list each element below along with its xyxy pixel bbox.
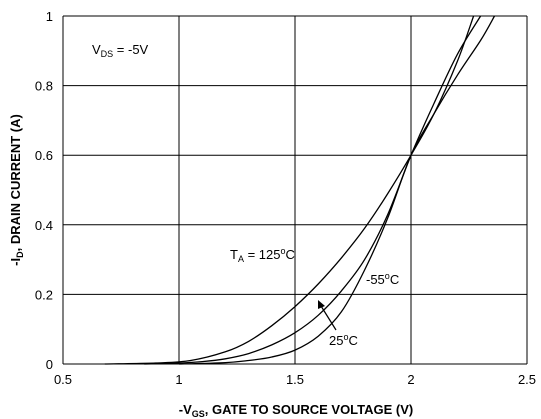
y-tick-label: 1 xyxy=(46,9,53,24)
x-tick-label: 2 xyxy=(407,372,414,387)
grid xyxy=(62,15,528,365)
y-tick-label: 0.8 xyxy=(35,79,53,94)
y-axis-label: -ID, DRAIN CURRENT (A) xyxy=(8,114,25,266)
t25-pointer-arrowhead xyxy=(318,300,325,309)
curve-minus55c xyxy=(178,15,496,365)
x-tick-label: 1 xyxy=(175,372,182,387)
tick-labels: 0.5 1 1.5 2 2.5 0 0.2 0.4 0.6 0.8 1 xyxy=(35,9,536,387)
y-tick-label: 0.4 xyxy=(35,218,53,233)
curve-125c xyxy=(104,15,475,365)
x-axis-label: -VGS, GATE TO SOURCE VOLTAGE (V) xyxy=(179,402,414,419)
y-tick-label: 0.2 xyxy=(35,287,53,302)
t25-annotation: 25oC xyxy=(329,332,358,348)
x-tick-label: 2.5 xyxy=(518,372,536,387)
vds-annotation: VDS = -5V xyxy=(92,42,149,59)
curves xyxy=(104,15,496,365)
x-tick-label: 0.5 xyxy=(54,372,72,387)
minus55-annotation: -55oC xyxy=(366,271,399,287)
y-tick-label: 0.6 xyxy=(35,148,53,163)
t25-pointer-line xyxy=(320,305,337,331)
ta-125-annotation: TA = 125oC xyxy=(230,246,295,264)
x-tick-label: 1.5 xyxy=(286,372,304,387)
y-tick-label: 0 xyxy=(46,357,53,372)
curve-25c xyxy=(144,15,482,365)
